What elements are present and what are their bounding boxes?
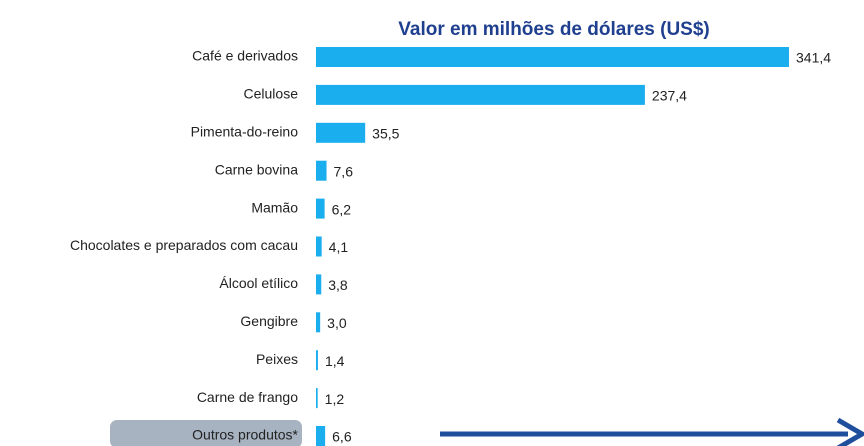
value-label: 3,8 xyxy=(328,277,348,293)
category-label: Peixes xyxy=(256,351,298,367)
value-label: 341,4 xyxy=(796,50,831,66)
chart-title: Valor em milhões de dólares (US$) xyxy=(398,19,710,40)
category-label: Carne bovina xyxy=(215,161,298,177)
category-label: Chocolates e preparados com cacau xyxy=(70,237,298,253)
value-label: 1,2 xyxy=(325,391,345,407)
bar xyxy=(316,426,326,446)
arrow-head xyxy=(836,417,864,446)
bar xyxy=(316,312,321,333)
category-label: Café e derivados xyxy=(192,48,298,64)
value-label: 3,0 xyxy=(327,315,347,331)
bar xyxy=(316,274,322,295)
category-label: Outros produtos* xyxy=(192,427,298,443)
value-label: 7,6 xyxy=(334,163,354,179)
category-label: Carne de frango xyxy=(197,389,298,405)
bar xyxy=(316,47,789,67)
value-label: 237,4 xyxy=(652,88,687,104)
bar xyxy=(316,160,327,181)
bar xyxy=(316,388,318,409)
value-label: 35,5 xyxy=(372,126,399,142)
bar xyxy=(316,350,318,371)
category-label: Gengibre xyxy=(240,313,298,329)
value-label: 1,4 xyxy=(325,353,345,369)
category-label: Celulose xyxy=(244,86,299,102)
bar xyxy=(316,84,645,105)
highlight-box xyxy=(110,420,302,446)
bar xyxy=(316,198,325,219)
value-label: 4,1 xyxy=(329,239,349,255)
value-label: 6,6 xyxy=(332,429,352,445)
category-label: Mamão xyxy=(251,199,298,215)
value-label: 6,2 xyxy=(332,201,352,217)
bar xyxy=(316,236,322,257)
category-label: Pimenta-do-reino xyxy=(191,124,299,140)
category-label: Álcool etílico xyxy=(219,275,298,291)
bar xyxy=(316,122,366,143)
